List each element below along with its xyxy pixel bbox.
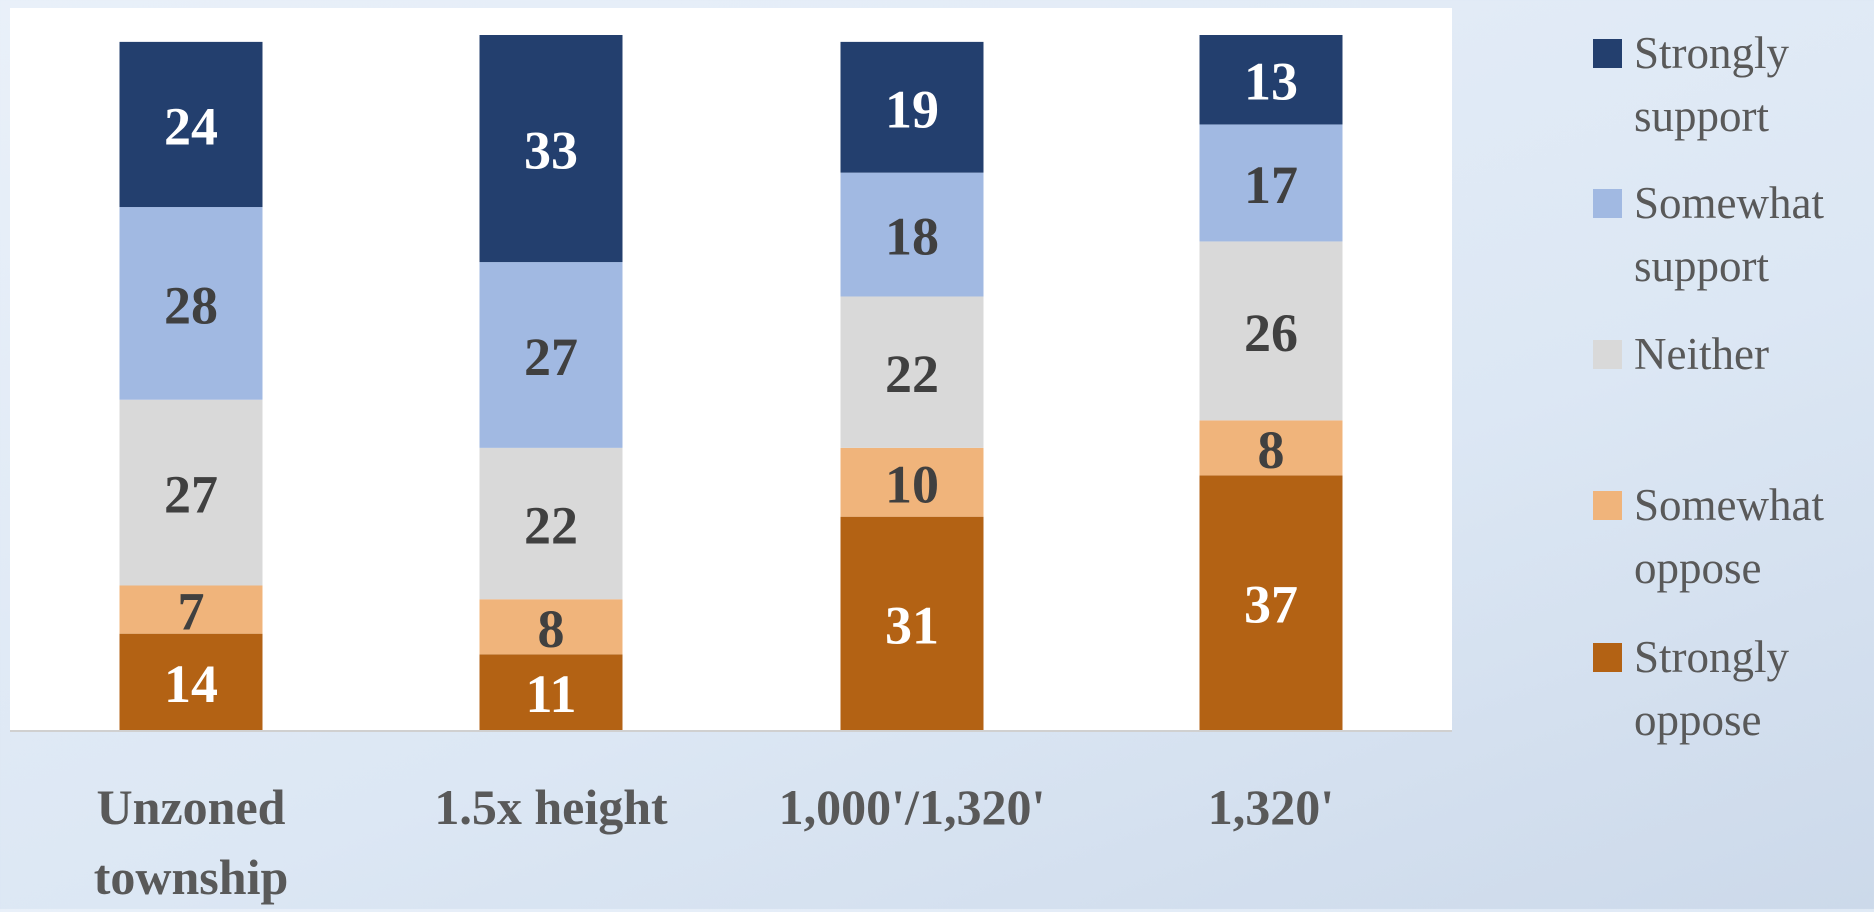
legend-label: Strongly oppose <box>1634 632 1790 745</box>
data-label: 27 <box>164 465 218 525</box>
x-tick-label: 1,000'/1,320' <box>778 779 1046 835</box>
data-label: 22 <box>524 496 578 556</box>
bar-segment <box>1199 241 1343 421</box>
data-label: 26 <box>1244 303 1298 363</box>
data-label: 17 <box>1244 155 1298 215</box>
bar-segment <box>840 296 984 448</box>
data-label: 33 <box>524 121 578 181</box>
data-label: 19 <box>885 79 939 139</box>
data-label: 7 <box>178 582 205 642</box>
data-label: 8 <box>1258 420 1285 480</box>
bar-segment <box>1199 35 1343 125</box>
legend-swatch <box>1593 340 1622 369</box>
bar-segment <box>479 599 623 655</box>
bar-segment <box>840 516 984 730</box>
bar-segment <box>479 654 623 730</box>
x-tick-label: 1.5x height <box>434 779 668 835</box>
legend-label: Somewhat support <box>1634 178 1824 291</box>
bar-segment <box>840 172 984 297</box>
x-tick-label: 1,320' <box>1207 779 1335 835</box>
bar-segment <box>119 633 263 730</box>
bar-segment <box>479 447 623 600</box>
bar-segment <box>479 35 623 263</box>
legend-swatch <box>1593 643 1622 672</box>
bar-segment <box>1199 420 1343 476</box>
data-label: 10 <box>885 454 939 514</box>
bar-segment <box>840 447 984 517</box>
legend-label: Neither <box>1634 329 1769 379</box>
data-label: 37 <box>1244 575 1298 635</box>
bar-segment <box>479 262 623 448</box>
bar-segment <box>840 41 984 173</box>
legend-swatch <box>1593 39 1622 68</box>
legend-swatch <box>1593 491 1622 520</box>
data-label: 31 <box>885 595 939 655</box>
bar-segment <box>119 207 263 400</box>
data-label: 24 <box>164 96 218 156</box>
legend-label: Somewhat oppose <box>1634 480 1824 593</box>
data-label: 18 <box>885 207 939 267</box>
data-label: 14 <box>164 654 218 714</box>
data-label: 13 <box>1244 52 1298 112</box>
bar-segment <box>119 585 263 634</box>
bar-segment <box>1199 475 1343 730</box>
data-label: 8 <box>538 599 565 659</box>
data-label: 27 <box>524 327 578 387</box>
legend-label: Strongly support <box>1634 28 1790 141</box>
legend-swatch <box>1593 189 1622 218</box>
bar-segment <box>119 399 263 586</box>
x-tick-label: Unzoned township <box>93 779 289 905</box>
bar-segment <box>1199 124 1343 242</box>
bar-segment <box>119 41 263 208</box>
data-label: 22 <box>885 344 939 404</box>
data-label: 11 <box>525 664 576 724</box>
data-label: 28 <box>164 275 218 335</box>
